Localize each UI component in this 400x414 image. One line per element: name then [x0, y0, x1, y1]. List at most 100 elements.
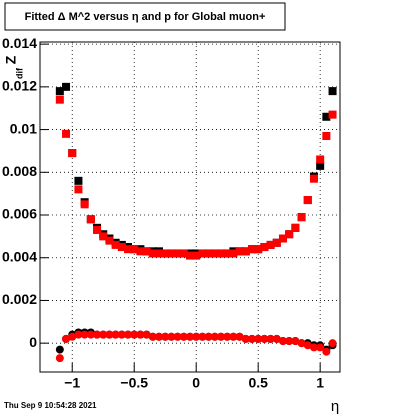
footer: Thu Sep 9 10:54:28 2021 [4, 401, 97, 410]
point [328, 87, 337, 96]
point [74, 330, 83, 339]
point [192, 251, 201, 260]
point [99, 330, 108, 339]
point [192, 332, 201, 341]
point [272, 334, 281, 343]
x-tick-label: 1 [316, 375, 324, 391]
point [266, 240, 275, 249]
point [309, 174, 318, 183]
point [186, 332, 194, 341]
point [309, 343, 318, 352]
point [278, 337, 287, 346]
point [254, 245, 263, 254]
point [204, 249, 213, 258]
point [260, 243, 269, 252]
point [136, 330, 145, 339]
point [124, 330, 133, 339]
point [216, 249, 225, 258]
point [136, 247, 145, 256]
point [111, 240, 120, 249]
point [86, 215, 95, 224]
point [328, 339, 337, 348]
point [105, 330, 114, 339]
point [68, 149, 77, 158]
point [179, 249, 188, 258]
point [155, 332, 164, 341]
point [74, 185, 83, 194]
x-tick-label: 0 [192, 375, 200, 391]
point [186, 251, 194, 260]
x-tick-label: −0.5 [120, 375, 148, 391]
point [99, 232, 108, 241]
point [247, 334, 256, 343]
point [285, 337, 294, 346]
point [229, 249, 238, 258]
plot-frame [39, 41, 341, 373]
point [68, 332, 77, 341]
y-tick-label: 0.002 [2, 291, 37, 307]
point [142, 247, 151, 256]
y-tick-label: 0.012 [2, 78, 37, 94]
chart-title: Fitted Δ M^2 versus η and p for Global m… [25, 11, 266, 23]
point [62, 82, 71, 91]
point [93, 225, 102, 234]
point [148, 249, 157, 258]
point [316, 161, 325, 170]
point [204, 332, 213, 341]
point [173, 332, 182, 341]
point [241, 334, 250, 343]
x-tick-label: −1 [64, 375, 80, 391]
point [272, 238, 281, 247]
point [142, 330, 151, 339]
point [297, 339, 306, 348]
point [241, 247, 250, 256]
point [167, 332, 176, 341]
point [316, 343, 325, 352]
point [229, 332, 238, 341]
point [148, 332, 157, 341]
point [111, 330, 120, 339]
point [291, 337, 300, 346]
y-axis-label-subscript: dif [14, 67, 24, 79]
point [62, 334, 71, 343]
point [117, 330, 126, 339]
point [173, 249, 182, 258]
point [328, 110, 337, 119]
point [124, 245, 133, 254]
point [235, 247, 244, 256]
point [80, 330, 89, 339]
point [93, 330, 102, 339]
point [210, 332, 219, 341]
point [198, 249, 207, 258]
point [130, 330, 139, 339]
point [55, 95, 64, 104]
point [86, 330, 95, 339]
point [117, 243, 126, 252]
y-tick-label: 0.008 [2, 163, 37, 179]
y-tick-label: 0.014 [2, 35, 37, 51]
point [167, 249, 176, 258]
x-tick-label: 0.5 [248, 375, 268, 391]
point [297, 213, 306, 222]
y-tick-label: 0.01 [10, 120, 37, 136]
point [254, 334, 263, 343]
y-tick-label: 0.004 [2, 248, 37, 264]
point [223, 332, 232, 341]
point [291, 223, 300, 232]
point [62, 129, 71, 138]
point [210, 249, 219, 258]
point [223, 249, 232, 258]
point [322, 131, 331, 140]
point [316, 155, 325, 164]
y-tick-label: 0 [29, 334, 37, 350]
point [247, 245, 256, 254]
point [74, 176, 83, 185]
point [105, 236, 114, 245]
point [179, 332, 188, 341]
point [55, 354, 64, 363]
y-axis-label: Z [3, 55, 19, 64]
title-box [4, 2, 286, 31]
point [266, 334, 275, 343]
point [155, 249, 164, 258]
